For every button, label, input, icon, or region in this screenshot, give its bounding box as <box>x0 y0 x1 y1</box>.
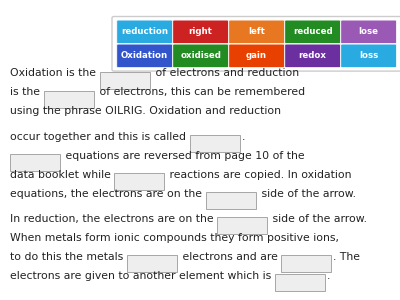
FancyBboxPatch shape <box>44 91 94 108</box>
FancyBboxPatch shape <box>117 20 172 44</box>
Text: occur together and this is called: occur together and this is called <box>10 132 190 142</box>
Text: equations, the electrons are on the: equations, the electrons are on the <box>10 188 206 199</box>
Text: electrons and are: electrons and are <box>179 252 281 262</box>
FancyBboxPatch shape <box>285 20 340 44</box>
FancyBboxPatch shape <box>341 44 396 68</box>
Text: . The: . The <box>333 252 360 262</box>
Text: data booklet while: data booklet while <box>10 169 114 180</box>
FancyBboxPatch shape <box>281 255 331 272</box>
Text: side of the arrow.: side of the arrow. <box>269 214 367 224</box>
FancyBboxPatch shape <box>10 154 60 171</box>
Text: electrons are given to another element which is: electrons are given to another element w… <box>10 271 275 281</box>
FancyBboxPatch shape <box>341 20 396 44</box>
Text: using the phrase OILRIG. Oxidation and reduction: using the phrase OILRIG. Oxidation and r… <box>10 106 281 116</box>
FancyBboxPatch shape <box>173 44 228 68</box>
Text: oxidised: oxidised <box>180 51 221 60</box>
FancyBboxPatch shape <box>229 44 284 68</box>
Text: to do this the metals: to do this the metals <box>10 252 127 262</box>
FancyBboxPatch shape <box>229 20 284 44</box>
Text: reactions are copied. In oxidation: reactions are copied. In oxidation <box>166 169 352 180</box>
Text: redox: redox <box>298 51 327 60</box>
Text: equations are reversed from page 10 of the: equations are reversed from page 10 of t… <box>62 151 305 161</box>
FancyBboxPatch shape <box>100 72 150 89</box>
FancyBboxPatch shape <box>190 135 240 152</box>
Text: lose: lose <box>359 27 379 36</box>
FancyBboxPatch shape <box>206 192 256 209</box>
Text: When metals form ionic compounds they form positive ions,: When metals form ionic compounds they fo… <box>10 233 339 243</box>
Text: Oxidation: Oxidation <box>121 51 168 60</box>
Text: .: . <box>242 132 245 142</box>
FancyBboxPatch shape <box>285 44 340 68</box>
FancyBboxPatch shape <box>112 16 400 71</box>
Text: gain: gain <box>246 51 267 60</box>
Text: left: left <box>248 27 265 36</box>
Text: of electrons and reduction: of electrons and reduction <box>152 68 299 79</box>
Text: side of the arrow.: side of the arrow. <box>258 188 356 199</box>
FancyBboxPatch shape <box>117 44 172 68</box>
Text: right: right <box>189 27 212 36</box>
FancyBboxPatch shape <box>173 20 228 44</box>
Text: reduction: reduction <box>121 27 168 36</box>
Text: Oxidation is the: Oxidation is the <box>10 68 100 79</box>
FancyBboxPatch shape <box>275 274 325 291</box>
Text: .: . <box>327 271 330 281</box>
Text: of electrons, this can be remembered: of electrons, this can be remembered <box>96 87 305 98</box>
FancyBboxPatch shape <box>114 173 164 190</box>
Text: reduced: reduced <box>293 27 332 36</box>
FancyBboxPatch shape <box>127 255 177 272</box>
Text: In reduction, the electrons are on the: In reduction, the electrons are on the <box>10 214 217 224</box>
Text: is the: is the <box>10 87 44 98</box>
Text: loss: loss <box>359 51 378 60</box>
FancyBboxPatch shape <box>217 217 267 234</box>
